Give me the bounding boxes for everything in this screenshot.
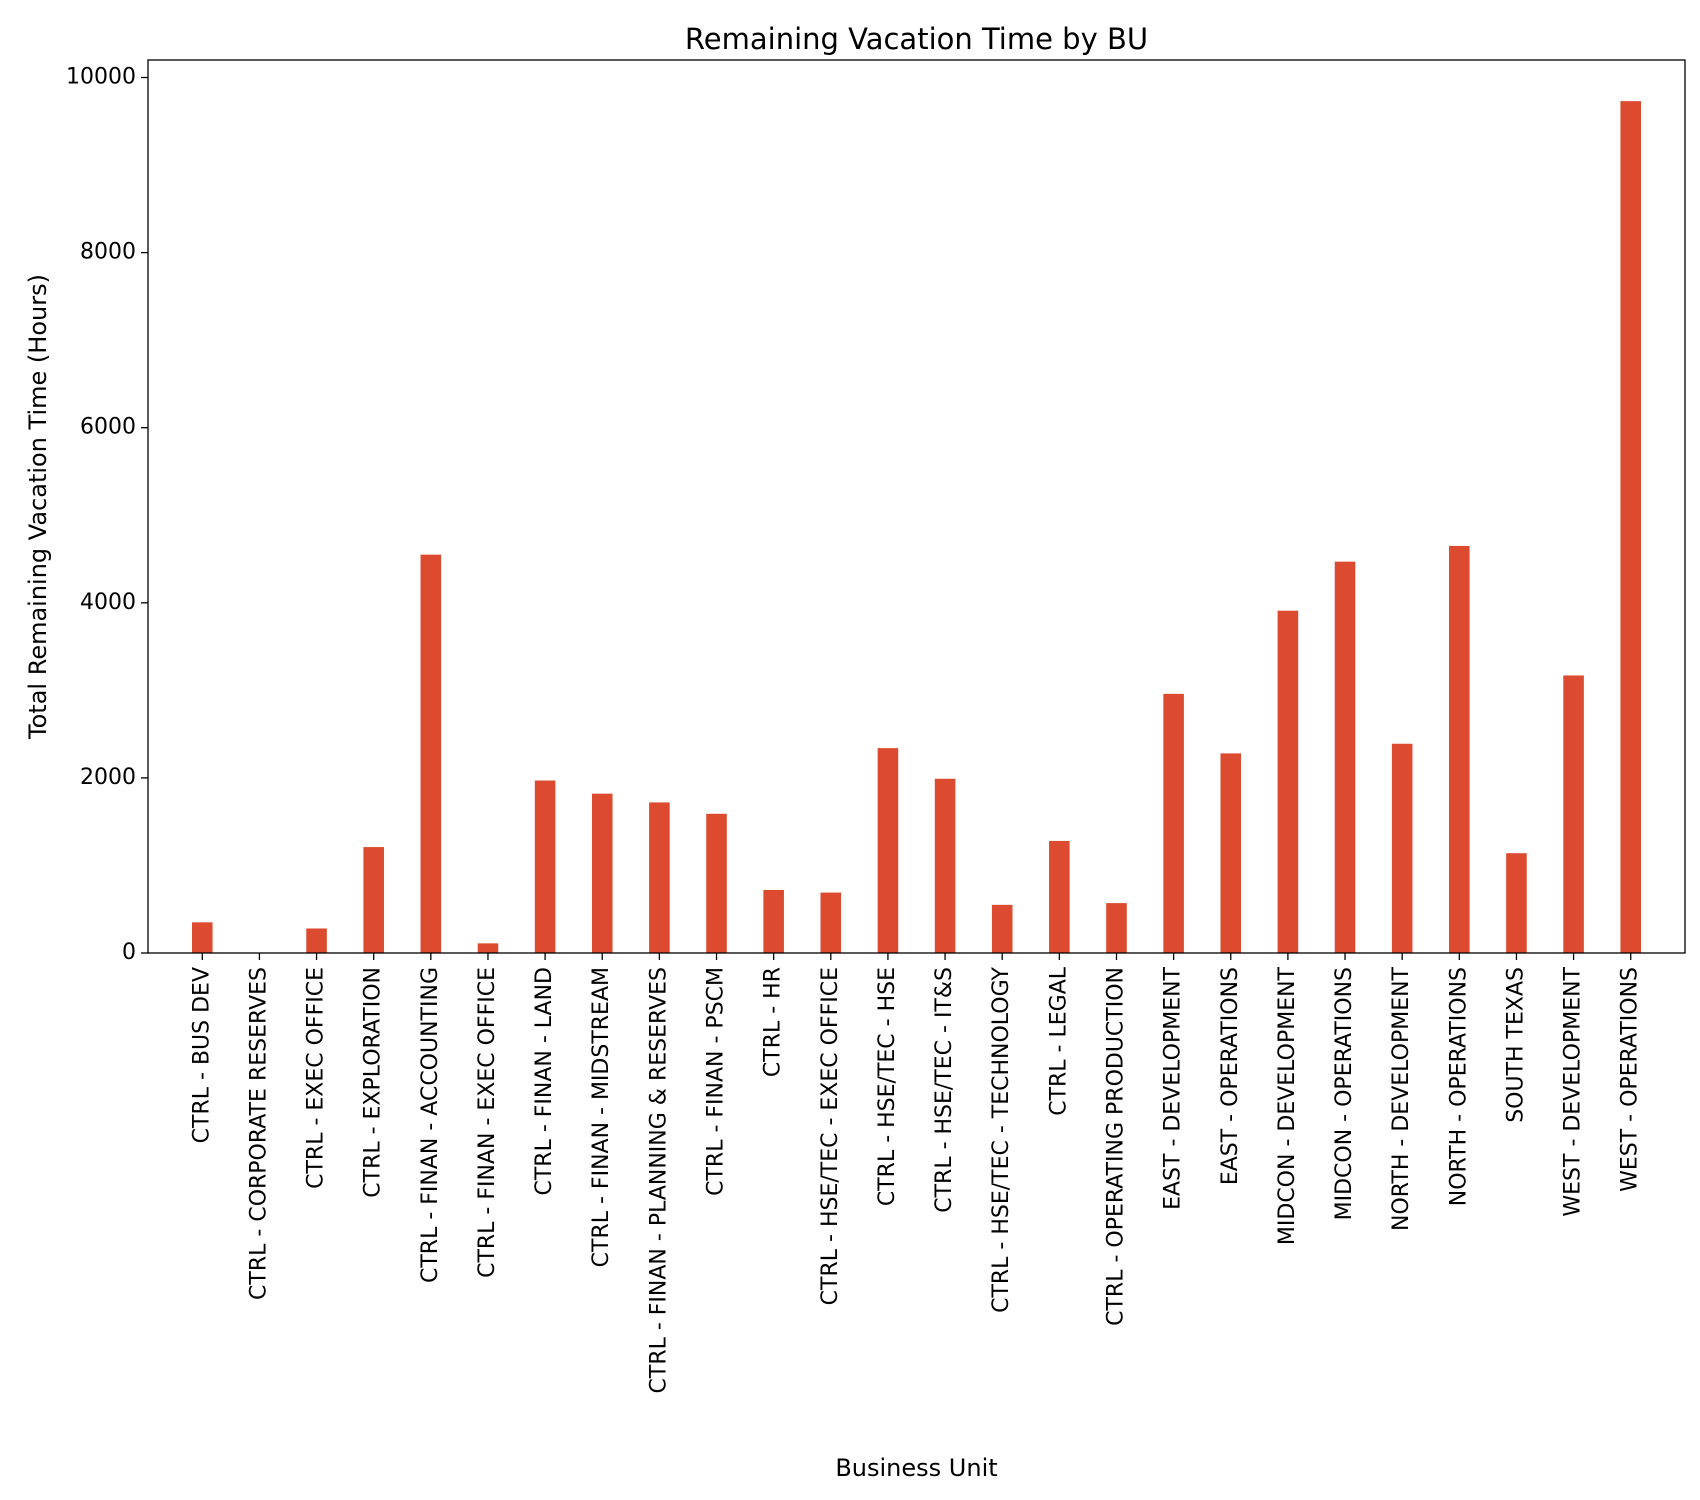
x-tick-label: NORTH - OPERATIONS: [1446, 967, 1471, 1206]
x-tick-label: MIDCON - OPERATIONS: [1332, 967, 1357, 1220]
x-tick-label: WEST - OPERATIONS: [1618, 967, 1643, 1192]
bar: [591, 793, 613, 953]
bar: [306, 928, 327, 953]
plot-frame: [147, 59, 1686, 954]
x-tick-label: CTRL - FINAN - ACCOUNTING: [418, 967, 443, 1283]
x-tick-label: MIDCON - DEVELOPMENT: [1275, 966, 1300, 1245]
bar: [1506, 853, 1527, 953]
x-tick-label: CTRL - FINAN - PLANNING & RESERVES: [646, 967, 671, 1393]
bar: [477, 943, 499, 953]
x-axis-ticks: CTRL - BUS DEV CTRL - CORPORATE RESERVES C…: [189, 953, 1643, 1393]
x-tick-label: CTRL - HSE/TEC - TECHNOLOGY: [989, 966, 1014, 1312]
x-tick-label: CTRL - BUS DEV: [189, 967, 214, 1143]
bar: [420, 554, 442, 953]
y-axis-ticks: 0 2000 4000 6000 8000 10000: [66, 65, 148, 965]
bar: [820, 892, 842, 953]
x-tick-label: CTRL - CORPORATE RESERVES: [246, 967, 271, 1300]
x-tick-label: CTRL - EXEC OFFICE: [304, 967, 329, 1189]
bar: [363, 847, 384, 953]
x-axis-label: Business Unit: [835, 1454, 997, 1482]
x-tick-label: NORTH - DEVELOPMENT: [1389, 966, 1414, 1231]
y-axis-label: Total Remaining Vacation Time (Hours): [24, 274, 52, 740]
x-tick-label: CTRL - FINAN - PSCM: [704, 967, 729, 1196]
y-tick-label: 0: [122, 940, 136, 965]
bar: [991, 904, 1013, 953]
bar: [1163, 693, 1184, 953]
x-tick-label: CTRL - LEGAL: [1046, 966, 1071, 1116]
x-tick-label: CTRL - HR: [761, 967, 786, 1077]
x-tick-label: EAST - DEVELOPMENT: [1161, 966, 1186, 1209]
bar: [1620, 101, 1642, 953]
x-tick-label: CTRL - HSE/TEC - EXEC OFFICE: [818, 967, 843, 1305]
bar: [934, 778, 956, 953]
x-tick-label: EAST - OPERATIONS: [1218, 967, 1243, 1185]
bar: [1106, 903, 1127, 953]
x-tick-label: CTRL - FINAN - MIDSTREAM: [589, 967, 614, 1267]
x-tick-label: CTRL - OPERATING PRODUCTION: [1103, 967, 1128, 1326]
bar: [1049, 840, 1070, 953]
bar: [1391, 743, 1413, 953]
x-tick-label: CTRL - HSE/TEC - IT&S: [932, 967, 957, 1213]
chart-title: Remaining Vacation Time by BU: [685, 22, 1148, 56]
bar: [191, 922, 213, 953]
bar: [1563, 675, 1584, 953]
y-tick-label: 6000: [80, 415, 136, 440]
bar: [763, 889, 784, 953]
y-tick-label: 8000: [80, 240, 136, 265]
bar: [706, 813, 727, 953]
bar: [1449, 545, 1470, 953]
bar: [1334, 561, 1356, 953]
bar: [534, 780, 556, 953]
x-tick-label: WEST - DEVELOPMENT: [1561, 966, 1586, 1216]
bar: [649, 802, 670, 953]
bars-group: [191, 101, 1642, 953]
x-tick-label: CTRL - EXPLORATION: [361, 967, 386, 1198]
x-tick-label: CTRL - FINAN - LAND: [532, 967, 557, 1196]
y-tick-label: 10000: [66, 65, 136, 90]
x-tick-label: CTRL - FINAN - EXEC OFFICE: [475, 967, 500, 1278]
bar: [1277, 610, 1299, 953]
y-tick-label: 4000: [80, 590, 136, 615]
bar: [1220, 753, 1242, 953]
bar: [877, 748, 899, 953]
y-tick-label: 2000: [80, 765, 136, 790]
x-tick-label: CTRL - HSE/TEC - HSE: [875, 967, 900, 1206]
x-tick-label: SOUTH TEXAS: [1503, 967, 1528, 1123]
